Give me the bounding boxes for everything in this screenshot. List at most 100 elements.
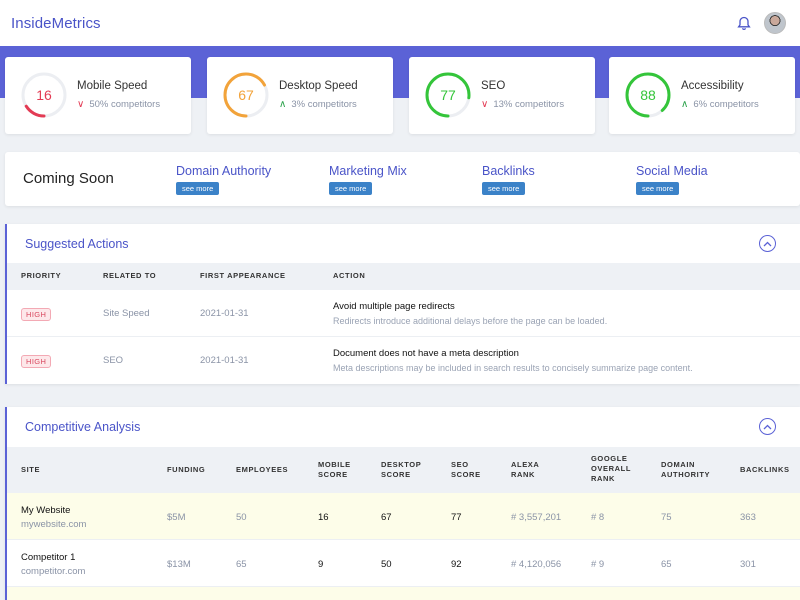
seo-score: 77 [451,512,462,523]
backlinks: 301 [740,559,756,570]
metric-comparison: ∧ 3% competitors [279,99,357,110]
table-row[interactable]: HIGH SEO 2021-01-31 Document does not ha… [7,337,800,384]
domain-authority: 65 [661,559,672,570]
metric-card-mobile-speed[interactable]: 16 Mobile Speed ∨ 50% competitors [5,57,191,134]
column-header[interactable]: EMPLOYEES [236,465,289,474]
trend-up-icon: ∧ [279,99,287,110]
site-url[interactable]: mywebsite.com [21,519,87,530]
employees: 65 [236,559,247,570]
employees: 50 [236,512,247,523]
user-avatar[interactable] [764,12,786,34]
see-more-button[interactable]: see more [176,182,220,195]
action-title: Avoid multiple page redirects [333,301,455,312]
coming-item-link[interactable]: Social Media [636,164,708,178]
site-url[interactable]: competitor.com [21,566,86,577]
score-value: 77 [440,87,456,103]
column-header[interactable]: SITE [21,465,41,474]
table-row[interactable]: Competitor 1 competitor.com $13M 65 9 50… [7,540,800,587]
column-header[interactable]: GOOGLE OVERALL RANK [591,454,632,483]
trend-up-icon: ∧ [681,99,689,110]
action-description: Redirects introduce additional delays be… [333,316,608,326]
column-header[interactable]: ALEXA RANK [511,460,540,479]
see-more-button[interactable]: see more [329,182,373,195]
score-gauge: 88 [623,66,673,124]
metric-title: Desktop Speed [279,80,358,92]
column-header[interactable]: BACKLINKS [740,465,790,474]
action-description: Meta descriptions may be included in sea… [333,363,693,373]
metric-card-accessibility[interactable]: 88 Accessibility ∧ 6% competitors [609,57,795,134]
column-header[interactable]: ACTION [333,271,366,280]
action-cell: Avoid multiple page redirects Redirects … [333,301,607,326]
trend-down-icon: ∨ [77,99,85,110]
mobile-score: 9 [318,559,324,570]
coming-item-marketing-mix: Marketing Mix see more [329,164,407,196]
panel-title: Suggested Actions [25,237,129,251]
score-value: 67 [238,87,254,103]
first-appearance: 2021-01-31 [200,308,249,319]
alexa-rank: # 3,557,201 [511,512,562,523]
metric-comparison: ∨ 13% competitors [481,99,564,110]
funding: $13M [167,559,191,570]
coming-soon-title: Coming Soon [23,170,114,187]
table-row[interactable]: HIGH Site Speed 2021-01-31 Avoid multipl… [7,290,800,337]
mobile-score: 16 [318,512,329,523]
first-appearance: 2021-01-31 [200,355,249,366]
related-to: Site Speed [103,308,150,319]
seo-score: 92 [451,559,462,570]
site-name: Competitor 1 [21,552,76,563]
score-gauge: 16 [19,66,69,124]
column-header[interactable]: MOBILE SCORE [318,460,351,479]
top-bar: InsideMetrics [0,0,800,46]
google-rank: # 8 [591,512,605,523]
coming-item-link[interactable]: Marketing Mix [329,164,407,178]
collapse-chevron-up-icon[interactable] [759,418,776,435]
coming-item-link[interactable]: Domain Authority [176,164,272,178]
score-value: 16 [36,87,52,103]
desktop-score: 67 [381,512,392,523]
column-header[interactable]: DOMAIN AUTHORITY [661,460,711,479]
alexa-rank: # 4,120,056 [511,559,562,570]
trend-down-icon: ∨ [481,99,489,110]
column-header[interactable]: FUNDING [167,465,206,474]
app-title[interactable]: InsideMetrics [11,14,101,32]
metric-cards: 16 Mobile Speed ∨ 50% competitors 67 Des… [5,57,800,134]
top-right-actions [736,12,786,34]
column-header[interactable]: SEO SCORE [451,460,481,479]
metric-comparison: ∧ 6% competitors [681,99,759,110]
column-header[interactable]: DESKTOP SCORE [381,460,422,479]
metric-card-seo[interactable]: 77 SEO ∨ 13% competitors [409,57,595,134]
column-header[interactable]: RELATED TO [103,271,157,280]
comparison-text: 6% competitors [693,99,759,110]
column-header[interactable]: FIRST APPEARANCE [200,271,286,280]
table-header: SITE FUNDING EMPLOYEES MOBILE SCORE DESKT… [7,447,800,493]
see-more-button[interactable]: see more [482,182,526,195]
metric-title: Accessibility [681,80,744,92]
comparison-text: 50% competitors [89,99,161,110]
see-more-button[interactable]: see more [636,182,680,195]
action-title: Document does not have a meta descriptio… [333,348,519,359]
priority-badge: HIGH [21,355,52,368]
coming-item-link[interactable]: Backlinks [482,164,535,178]
table-row[interactable]: My Website mywebsite.com $5M 50 16 67 77… [7,493,800,540]
collapse-chevron-up-icon[interactable] [759,235,776,252]
metric-title: Mobile Speed [77,80,148,92]
backlinks: 363 [740,512,756,523]
desktop-score: 50 [381,559,392,570]
suggested-actions-panel: Suggested Actions PRIORITY RELATED TO FI… [5,224,800,384]
site-cell: My Website mywebsite.com [21,505,86,530]
priority-badge: HIGH [21,308,52,321]
comparison-text: 13% competitors [493,99,565,110]
funding: $5M [167,512,186,523]
table-row[interactable] [7,587,800,600]
site-cell: Competitor 1 competitor.com [21,552,85,577]
metric-comparison: ∨ 50% competitors [77,99,160,110]
metric-title: SEO [481,80,506,92]
score-value: 88 [640,87,656,103]
metric-card-desktop-speed[interactable]: 67 Desktop Speed ∧ 3% competitors [207,57,393,134]
score-gauge: 77 [423,66,473,124]
comparison-text: 3% competitors [291,99,357,110]
domain-authority: 75 [661,512,672,523]
bell-icon[interactable] [736,15,752,31]
site-name: My Website [21,505,71,516]
column-header[interactable]: PRIORITY [21,271,62,280]
